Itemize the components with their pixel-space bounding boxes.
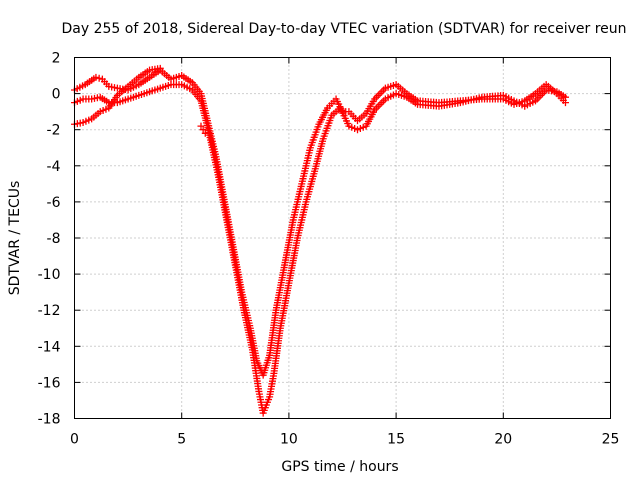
- y-tick-label: -12: [38, 303, 61, 319]
- y-tick-label: -14: [38, 339, 61, 355]
- data-point: [199, 126, 207, 134]
- x-tick-label: 5: [177, 432, 186, 448]
- data-point: [92, 73, 100, 81]
- data-point: [197, 122, 205, 130]
- data-points: [71, 64, 569, 417]
- y-tick-label: 0: [52, 87, 61, 103]
- data-point: [561, 93, 569, 101]
- y-tick-label: -16: [38, 375, 61, 391]
- x-tick-label: 20: [494, 432, 512, 448]
- x-tick-label: 15: [387, 432, 405, 448]
- y-tick-label: -6: [47, 195, 61, 211]
- y-tick-label: -18: [38, 412, 61, 428]
- series-2: [71, 81, 569, 417]
- x-tick-label: 25: [602, 432, 620, 448]
- data-point: [156, 64, 164, 72]
- x-tick-label: 10: [280, 432, 298, 448]
- grid-lines: [74, 57, 611, 419]
- series-1: [71, 66, 569, 379]
- chart-title: Day 255 of 2018, Sidereal Day-to-day VTE…: [61, 21, 626, 37]
- x-tick-label: 0: [70, 432, 79, 448]
- y-axis-label: SDTVAR / TECUs: [7, 181, 23, 296]
- x-axis-label: GPS time / hours: [281, 459, 398, 475]
- data-point: [201, 129, 209, 137]
- y-tick-label: -10: [38, 267, 61, 283]
- y-tick-label: -2: [47, 123, 61, 139]
- series-4: [197, 122, 209, 137]
- data-point: [95, 74, 103, 82]
- y-tick-label: -8: [47, 231, 61, 247]
- y-tick-label: 2: [52, 51, 61, 67]
- series-3: [71, 64, 164, 128]
- axis-ticks: [74, 57, 611, 419]
- y-tick-label: -4: [47, 159, 61, 175]
